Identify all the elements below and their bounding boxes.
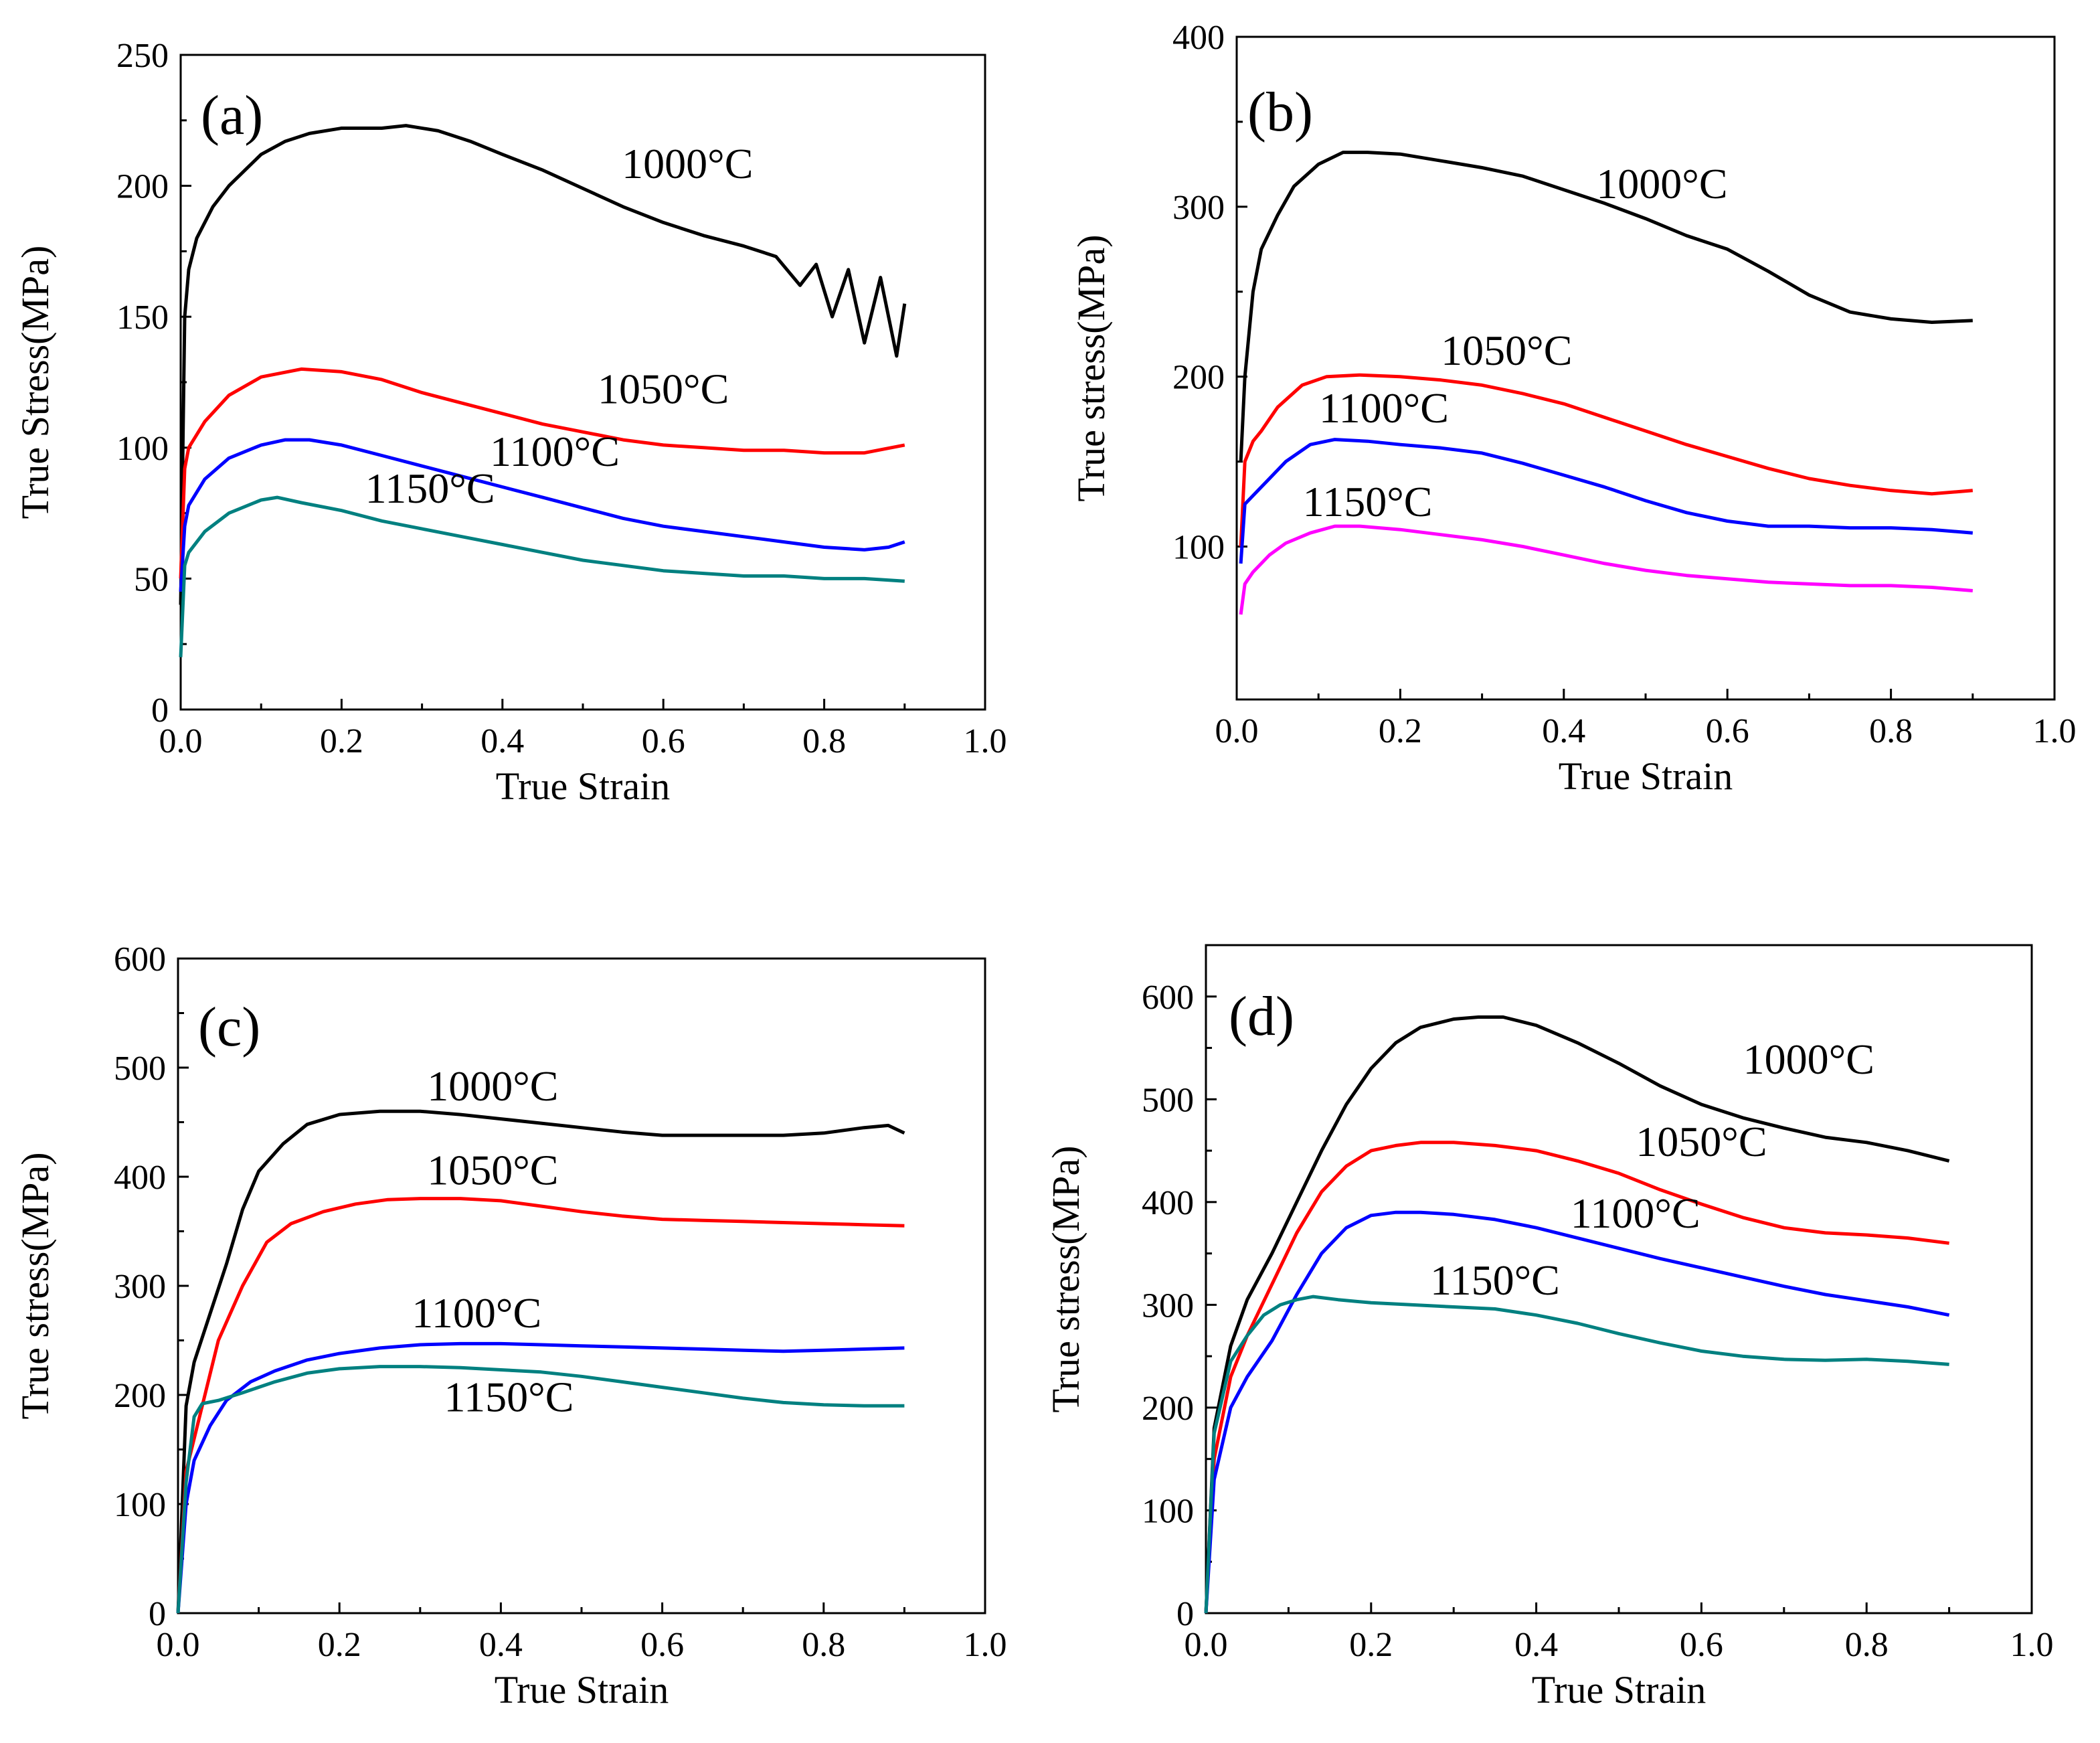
series-line-1100	[1204, 1210, 1950, 1614]
series-line-1000	[1239, 151, 1973, 462]
series-line-1000	[1204, 1015, 1950, 1614]
y-axis-title: True stress(MPa)	[13, 1152, 57, 1419]
x-axis-title: True Strain	[1559, 754, 1733, 798]
x-tick-label: 0.2	[1379, 712, 1422, 750]
y-axis-title: True stress(MPa)	[1044, 1145, 1087, 1412]
y-tick-label: 600	[114, 940, 166, 979]
x-tick-label: 0.4	[1542, 712, 1585, 750]
curve-label: 1150°C	[1303, 478, 1433, 525]
curve-label: 1100°C	[1571, 1189, 1700, 1237]
y-axis-title: True Stress(MPa)	[13, 246, 57, 519]
x-tick-label: 0.6	[642, 722, 685, 760]
x-tick-label: 1.0	[964, 722, 1007, 760]
curve-label: 1000°C	[1743, 1035, 1874, 1083]
x-tick-label: 0.8	[1869, 712, 1913, 750]
y-tick-label: 500	[1142, 1081, 1194, 1119]
y-tick-label: 0	[151, 691, 169, 730]
y-tick-label: 200	[116, 168, 169, 206]
series-line-1100	[1239, 438, 1974, 564]
x-tick-label: 0.8	[802, 1626, 845, 1664]
y-tick-label: 50	[134, 560, 169, 598]
curve-label: 1150°C	[444, 1373, 574, 1420]
x-tick-label: 0.0	[1185, 1626, 1228, 1664]
curve-label: 1150°C	[365, 465, 495, 512]
chart-panel-d: 0.0 0.2 0.4 0.6 0.8 1.0 0 100 200 300 400 500 600 Tru…	[1044, 944, 2054, 1712]
x-tick-label: 1.0	[964, 1626, 1007, 1664]
y-tick-label: 500	[114, 1050, 166, 1088]
x-tick-label: 0.6	[1680, 1626, 1723, 1664]
y-tick-label: 0	[149, 1595, 166, 1633]
y-tick-label: 400	[114, 1159, 166, 1197]
series-line-1000	[176, 1109, 905, 1614]
x-tick-label: 0.8	[802, 722, 846, 760]
panel-label: (a)	[201, 84, 263, 147]
x-tick-label: 0.0	[1215, 712, 1259, 750]
series-line-1150	[176, 1365, 905, 1614]
series-line-1050	[176, 1197, 905, 1614]
curve-label: 1050°C	[1441, 327, 1572, 374]
x-tick-label: 0.4	[1514, 1626, 1558, 1664]
y-tick-label: 200	[1142, 1390, 1194, 1428]
x-tick-label: 0.0	[157, 1626, 200, 1664]
y-tick-label: 100	[1142, 1492, 1194, 1530]
x-tick-label: 0.6	[640, 1626, 684, 1664]
panel-label: (c)	[198, 996, 260, 1058]
curve-label: 1100°C	[412, 1289, 541, 1337]
series-line-1000	[179, 124, 907, 605]
series-line-1050	[179, 367, 905, 579]
curve-label: 1050°C	[598, 365, 729, 412]
curve-label: 1000°C	[1596, 160, 1727, 208]
x-tick-label: 0.4	[479, 1626, 523, 1664]
y-tick-label: 600	[1142, 979, 1194, 1017]
series-line-1050	[1204, 1141, 1949, 1614]
curve-label: 1100°C	[1319, 384, 1449, 432]
chart-panel-a: 0.0 0.2 0.4 0.6 0.8 1.0 0 50 100 150 200 250 True St…	[13, 37, 1007, 808]
curve-label: 1050°C	[427, 1146, 558, 1193]
curve-label: 1000°C	[622, 140, 753, 187]
x-axis-title: True Strain	[496, 764, 671, 808]
series-line-1150	[1239, 524, 1974, 615]
y-tick-label: 150	[116, 299, 169, 337]
x-tick-label: 0.2	[320, 722, 363, 760]
series-line-1100	[176, 1341, 905, 1614]
y-tick-label: 300	[1142, 1286, 1194, 1325]
y-axis-title: True stress(MPa)	[1069, 234, 1113, 501]
x-tick-label: 0.8	[1845, 1626, 1889, 1664]
curve-label: 1150°C	[1430, 1256, 1560, 1304]
x-tick-label: 1.0	[2033, 712, 2077, 750]
y-tick-label: 250	[116, 37, 169, 75]
x-tick-label: 0.6	[1706, 712, 1749, 750]
x-tick-label: 0.2	[318, 1626, 361, 1664]
curve-label: 1050°C	[1636, 1118, 1767, 1165]
curve-label: 1100°C	[490, 428, 620, 475]
y-tick-label: 200	[114, 1377, 166, 1415]
x-tick-label: 0.4	[480, 722, 524, 760]
y-tick-label: 100	[116, 430, 169, 468]
y-tick-label: 400	[1172, 19, 1225, 57]
series-line-1150	[179, 495, 905, 657]
y-tick-label: 100	[114, 1486, 166, 1524]
y-tick-label: 0	[1176, 1595, 1194, 1633]
series-line-1050	[1239, 373, 1974, 547]
x-axis-title: True Strain	[495, 1668, 669, 1712]
panel-label: (b)	[1247, 81, 1313, 143]
y-tick-label: 100	[1172, 529, 1225, 567]
series-line-1100	[179, 438, 905, 592]
y-tick-label: 400	[1142, 1184, 1194, 1222]
chart-panel-b: 0.0 0.2 0.4 0.6 0.8 1.0 100 200 300 400 True Strai…	[1069, 19, 2077, 798]
chart-panel-c: 0.0 0.2 0.4 0.6 0.8 1.0 0 100 200 300 400 500 600 Tru…	[13, 940, 1007, 1712]
curve-label: 1000°C	[427, 1062, 558, 1110]
series-line-1150	[1204, 1295, 1949, 1614]
y-tick-label: 300	[1172, 189, 1225, 227]
x-axis-title: True Strain	[1532, 1668, 1707, 1712]
y-tick-label: 200	[1172, 359, 1225, 397]
panel-label: (d)	[1229, 985, 1294, 1048]
x-tick-label: 1.0	[2010, 1626, 2054, 1664]
x-tick-label: 0.0	[159, 722, 203, 760]
x-tick-label: 0.2	[1349, 1626, 1393, 1664]
y-tick-label: 300	[114, 1268, 166, 1306]
